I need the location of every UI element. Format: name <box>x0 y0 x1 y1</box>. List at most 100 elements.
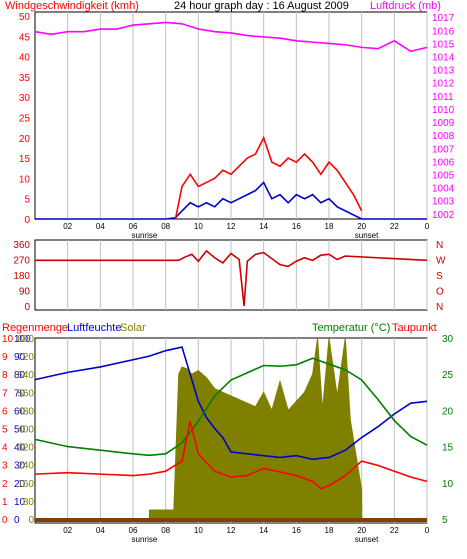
y-tick-label-rain: 9 <box>2 352 8 363</box>
y-right-ticks: 5 10 15 20 25 30 <box>442 334 454 526</box>
y-tick-label-solar: 80 <box>23 497 35 508</box>
y-tick-label-humidity: 10 <box>14 497 26 508</box>
series-windgeschwindigkeit-b-en <box>174 135 363 220</box>
y-tick-label-solar: 640 <box>17 370 34 381</box>
y-tick-label-humidity: 20 <box>14 479 26 490</box>
y-tick-label-solar: 320 <box>17 443 34 454</box>
series-layer <box>34 337 428 522</box>
y-tick-label-right: W <box>436 256 446 267</box>
y-tick-label-left: 50 <box>19 12 31 23</box>
x-tick-label: 16 <box>292 526 301 535</box>
x-ticks: 02 04 06 08 10 12 14 16 18 20 22 0 sunrise sunset <box>63 222 430 240</box>
y-tick-label-solar: 800 <box>17 334 34 345</box>
x-tick-label: 04 <box>96 222 105 231</box>
x-tick-label: 10 <box>194 222 203 231</box>
y-tick-label-humidity: 60 <box>14 406 26 417</box>
x-tick-label: 0 <box>425 526 430 535</box>
x-tick-label: 02 <box>63 526 72 535</box>
y-tick-label-solar: 400 <box>17 425 34 436</box>
series-temperatur-c- <box>34 357 428 457</box>
y-tick-label-solar: 0 <box>28 515 34 526</box>
y-tick-label-solar: 240 <box>17 461 34 472</box>
y-tick-label-solar: 160 <box>17 479 34 490</box>
x-tick-label: 18 <box>325 222 334 231</box>
series-luftdruck <box>34 21 428 53</box>
sunrise-label: sunrise <box>132 231 158 240</box>
y-tick-label-solar: 720 <box>17 352 34 363</box>
y-tick-label-humidity: 40 <box>14 443 26 454</box>
x-tick-label: 14 <box>259 526 268 535</box>
y-tick-label-right: 1004 <box>432 184 455 195</box>
y-tick-label-rain: 2 <box>2 479 8 490</box>
chart-title: 24 hour graph day : 16 August 2009 <box>174 0 349 12</box>
y-tick-label-right: 1011 <box>432 92 454 103</box>
x-tick-label: 18 <box>325 526 334 535</box>
x-tick-label: 08 <box>161 222 170 231</box>
y-tick-label-left: 180 <box>13 271 30 282</box>
y-tick-label-left: 5 <box>24 195 30 206</box>
sunset-label: sunset <box>355 535 379 544</box>
y-tick-label-humidity: 30 <box>14 461 26 472</box>
y-tick-label-right: 1013 <box>432 66 455 77</box>
y-tick-label-rain: 5 <box>2 425 8 436</box>
series-solar <box>35 337 427 520</box>
y-tick-label-rain: 4 <box>2 443 8 454</box>
legend-taupunkt: Taupunkt <box>392 322 437 334</box>
vertical-gridlines <box>67 12 428 219</box>
legend-solar: Solar <box>120 322 146 334</box>
y-tick-label-right: 10 <box>442 479 454 490</box>
x-tick-label: 12 <box>227 526 236 535</box>
vertical-gridlines <box>67 240 428 310</box>
sunrise-label: sunrise <box>132 535 158 544</box>
y-tick-label-right: 1010 <box>432 105 455 116</box>
y-tick-label-right: 1007 <box>432 144 455 155</box>
y-left-ticks: 0 90 180 270 360 <box>13 240 30 313</box>
y-tick-label-right: 30 <box>442 334 454 345</box>
y-tick-label-left: 45 <box>19 32 31 43</box>
y-tick-label-right: 1016 <box>432 26 455 37</box>
x-tick-label: 06 <box>129 526 138 535</box>
x-tick-label: 22 <box>390 222 399 231</box>
y-tick-label-right: 1005 <box>432 170 455 181</box>
y-tick-label-solar: 480 <box>17 406 34 417</box>
y-tick-label-left: 25 <box>19 114 31 125</box>
y-right-ticks: 1002 1003 1004 1005 1006 1007 1008 1009 1010 1011… <box>432 13 455 221</box>
y-tick-label-right: 1009 <box>432 118 455 129</box>
x-tick-label: 20 <box>357 526 366 535</box>
y-tick-label-right: 1003 <box>432 197 455 208</box>
y-left-ticks: 0 5 10 15 20 25 30 35 40 45 50 <box>19 12 31 226</box>
legend-temperatur: Temperatur (°C) <box>312 322 390 334</box>
y-tick-label-humidity: 90 <box>14 352 26 363</box>
y-tick-label-rain: 6 <box>2 406 8 417</box>
y-tick-label-humidity: 70 <box>14 388 26 399</box>
y-tick-label-left: 15 <box>19 154 31 165</box>
y-tick-label-right: O <box>436 287 444 298</box>
y-tick-label-right: 1014 <box>432 53 455 64</box>
legend-luftfeuchte: Luftfeuchte <box>67 322 121 334</box>
x-tick-label: 16 <box>292 222 301 231</box>
axis-label-wind-speed: Windgeschwindigkeit (kmh) <box>5 0 139 12</box>
x-tick-label: 0 <box>425 222 430 231</box>
y-tick-label-right: 25 <box>442 370 454 381</box>
y-tick-label-right: 1012 <box>432 79 455 90</box>
y-tick-label-rain: 7 <box>2 388 8 399</box>
legend-regenmenge: Regenmenge <box>2 322 68 334</box>
y-tick-label-right: 1008 <box>432 131 455 142</box>
axis-label-pressure: Luftdruck (mb) <box>370 0 441 12</box>
x-tick-label: 20 <box>357 222 366 231</box>
x-tick-label: 12 <box>227 222 236 231</box>
y-tick-label-left: 40 <box>19 53 31 64</box>
y-tick-label-left: 0 <box>24 215 30 226</box>
y-tick-label-humidity: 50 <box>14 425 26 436</box>
series-wind-direction <box>35 249 428 307</box>
y-tick-label-left: 270 <box>13 256 30 267</box>
y-tick-label-left: 0 <box>24 302 30 313</box>
y-tick-label-right: N <box>436 302 443 313</box>
y-tick-label-right: N <box>436 240 443 251</box>
series-taupunkt <box>34 421 428 490</box>
